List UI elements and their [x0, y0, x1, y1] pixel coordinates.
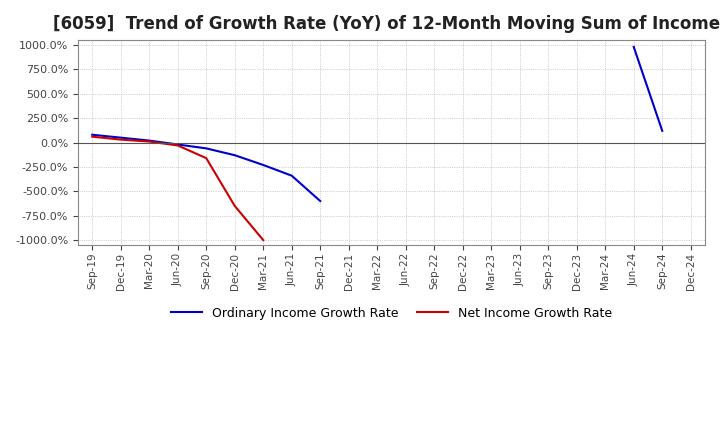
- Ordinary Income Growth Rate: [117, 135, 125, 140]
- Net Income Growth Rate: [259, 238, 268, 243]
- Net Income Growth Rate: [88, 134, 96, 139]
- Ordinary Income Growth Rate: [88, 132, 96, 137]
- Ordinary Income Growth Rate: [230, 153, 239, 158]
- Net Income Growth Rate: [202, 155, 210, 161]
- Net Income Growth Rate: [174, 143, 182, 148]
- Line: Net Income Growth Rate: Net Income Growth Rate: [92, 137, 264, 240]
- Legend: Ordinary Income Growth Rate, Net Income Growth Rate: Ordinary Income Growth Rate, Net Income …: [166, 302, 618, 325]
- Title: [6059]  Trend of Growth Rate (YoY) of 12-Month Moving Sum of Incomes: [6059] Trend of Growth Rate (YoY) of 12-…: [53, 15, 720, 33]
- Ordinary Income Growth Rate: [287, 173, 296, 178]
- Ordinary Income Growth Rate: [145, 138, 153, 143]
- Ordinary Income Growth Rate: [316, 198, 325, 204]
- Net Income Growth Rate: [230, 203, 239, 209]
- Ordinary Income Growth Rate: [202, 146, 210, 151]
- Net Income Growth Rate: [117, 137, 125, 142]
- Ordinary Income Growth Rate: [174, 142, 182, 147]
- Line: Ordinary Income Growth Rate: Ordinary Income Growth Rate: [92, 135, 320, 201]
- Ordinary Income Growth Rate: [259, 162, 268, 168]
- Net Income Growth Rate: [145, 139, 153, 144]
